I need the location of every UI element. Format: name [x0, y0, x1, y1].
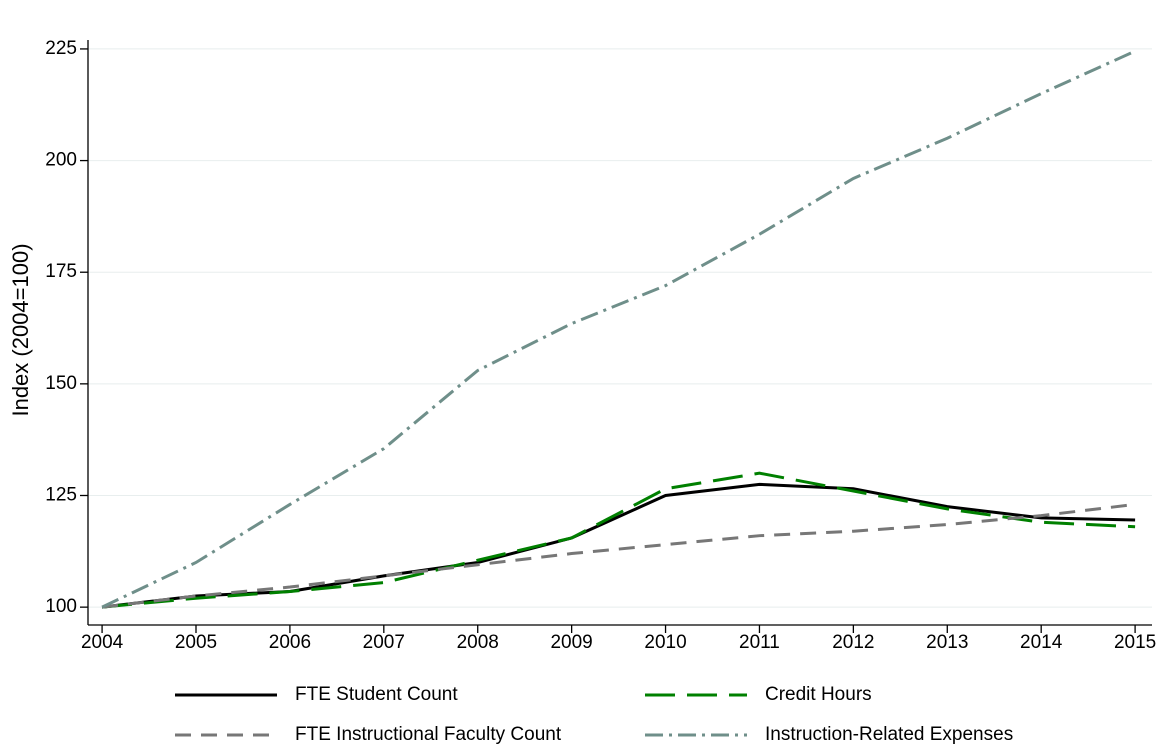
- legend-label: Credit Hours: [765, 684, 872, 705]
- y-tick-label: 100: [45, 596, 77, 617]
- x-tick-label: 2007: [363, 632, 405, 653]
- x-tick-label: 2010: [644, 632, 686, 653]
- series-line: [101, 502, 1136, 609]
- legend-label: FTE Student Count: [295, 684, 458, 705]
- legend-label: FTE Instructional Faculty Count: [295, 724, 562, 745]
- y-tick-label: 225: [45, 38, 77, 59]
- y-tick-label: 200: [45, 150, 77, 171]
- x-tick-label: 2004: [81, 632, 124, 653]
- y-tick-label: 125: [45, 485, 77, 506]
- y-tick-label: 150: [45, 373, 77, 394]
- x-tick-label: 2006: [269, 632, 311, 653]
- x-tick-label: 2015: [1114, 632, 1156, 653]
- x-tick-label: 2013: [926, 632, 968, 653]
- x-tick-label: 2008: [457, 632, 499, 653]
- series-line: [101, 471, 1136, 609]
- series-line: [101, 49, 1136, 609]
- legend-label: Instruction-Related Expenses: [765, 724, 1013, 745]
- x-tick-label: 2012: [832, 632, 874, 653]
- x-tick-label: 2014: [1020, 632, 1063, 653]
- y-axis-label: Index (2004=100): [8, 243, 33, 416]
- y-tick-label: 175: [45, 261, 77, 282]
- x-tick-label: 2009: [550, 632, 592, 653]
- x-tick-label: 2005: [175, 632, 217, 653]
- x-tick-label: 2011: [739, 632, 780, 653]
